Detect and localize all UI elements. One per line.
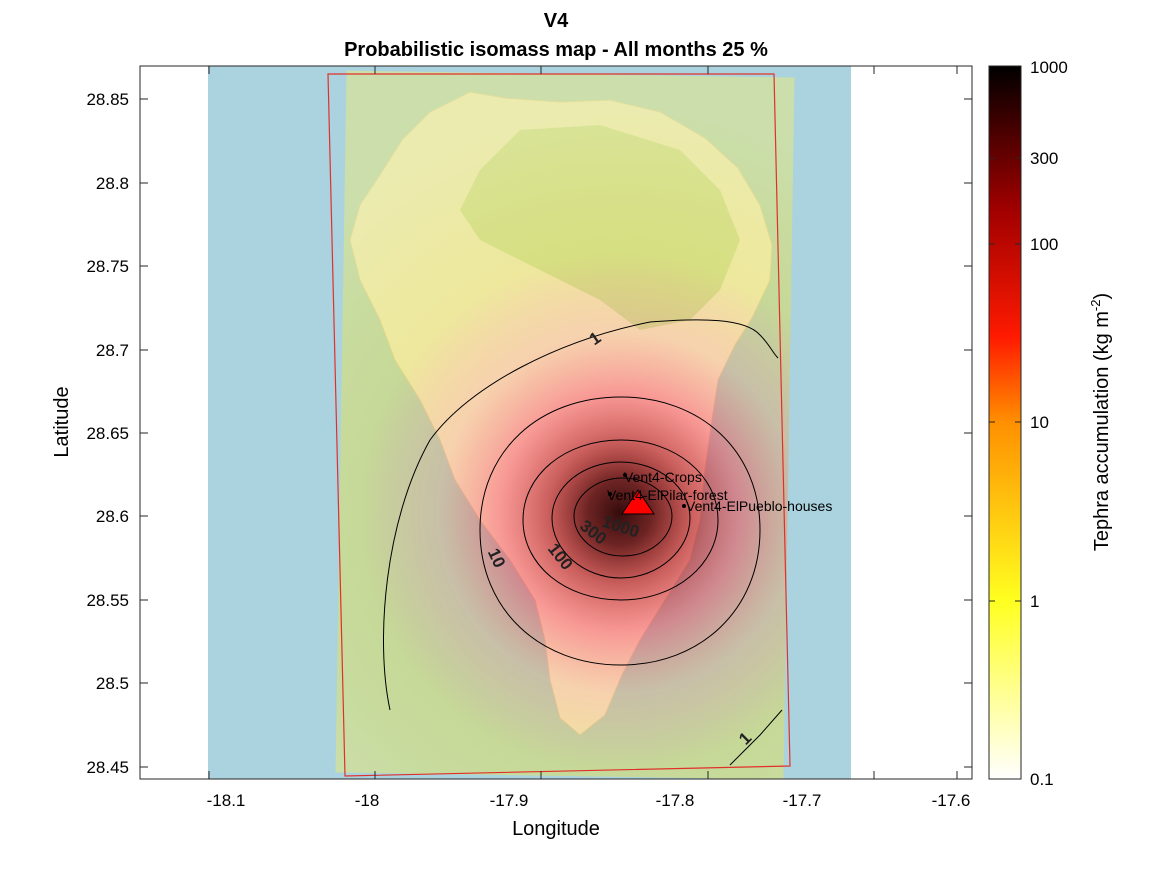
x-tick-label: -17.7 <box>783 791 822 810</box>
y-tick-label: 28.6 <box>96 507 129 526</box>
y-tick-label: 28.85 <box>86 90 129 109</box>
tephra-field <box>335 70 795 779</box>
colorbar-tick-label: 300 <box>1030 149 1058 168</box>
axes-box <box>139 65 973 780</box>
contour-1-lower <box>729 709 783 766</box>
contour-lines <box>383 319 783 766</box>
colorbar-ticks <box>989 157 1021 602</box>
contour-300 <box>551 461 691 579</box>
colorbar-label: Tephra accumulation (kg m-2) <box>1088 293 1113 551</box>
y-tick-label: 28.65 <box>86 424 129 443</box>
contour-10 <box>479 396 761 666</box>
point-marker-elpueblo <box>682 504 686 508</box>
colorbar-label-main: Tephra accumulation (kg m <box>1091 311 1113 551</box>
y-tick-label: 28.7 <box>96 341 129 360</box>
domain-outline <box>327 73 791 777</box>
x-tick-label: -17.8 <box>656 791 695 810</box>
y-tick-label: 28.75 <box>86 257 129 276</box>
y-tick-label: 28.45 <box>86 758 129 777</box>
colorbar-label-exponent: -2 <box>1088 300 1103 312</box>
colorbar-tick-label: 1000 <box>1030 58 1068 77</box>
y-tick-label: 28.55 <box>86 591 129 610</box>
map-plot-area <box>140 66 972 779</box>
x-tick-label: -18.1 <box>207 791 246 810</box>
colorbar-tick-label: 0.1 <box>1030 770 1054 789</box>
point-label-elpilar: Vent4-ElPilar-forest <box>607 487 728 503</box>
point-marker-crops <box>623 473 627 477</box>
point-label-elpueblo: Vent4-ElPueblo-houses <box>686 498 832 514</box>
contour-1-outer <box>383 319 779 711</box>
figure-title-line2: Probabilistic isomass map - All months 2… <box>344 39 768 61</box>
colorbar-tick-label: 100 <box>1030 235 1058 254</box>
vent-triangle-marker <box>621 489 655 515</box>
contour-100 <box>522 439 719 601</box>
point-marker-elpilar <box>608 492 612 496</box>
colorbar-tick-label: 1 <box>1030 592 1039 611</box>
point-label-crops: Vent4-Crops <box>624 469 702 485</box>
x-axis-label: Longitude <box>512 818 600 840</box>
contour-1000 <box>573 477 673 557</box>
y-tick-label: 28.8 <box>96 174 129 193</box>
y-axis <box>140 98 972 768</box>
y-tick-label: 28.5 <box>96 674 129 693</box>
colorbar-tick-label: 10 <box>1030 413 1049 432</box>
x-axis <box>208 66 958 779</box>
x-tick-label: -17.6 <box>932 791 971 810</box>
x-tick-label: -18 <box>355 791 380 810</box>
x-tick-label: -17.9 <box>490 791 529 810</box>
colorbar-label-close: ) <box>1091 293 1113 300</box>
y-axis-label: Latitude <box>51 386 73 457</box>
figure-title-line1: V4 <box>544 10 569 32</box>
